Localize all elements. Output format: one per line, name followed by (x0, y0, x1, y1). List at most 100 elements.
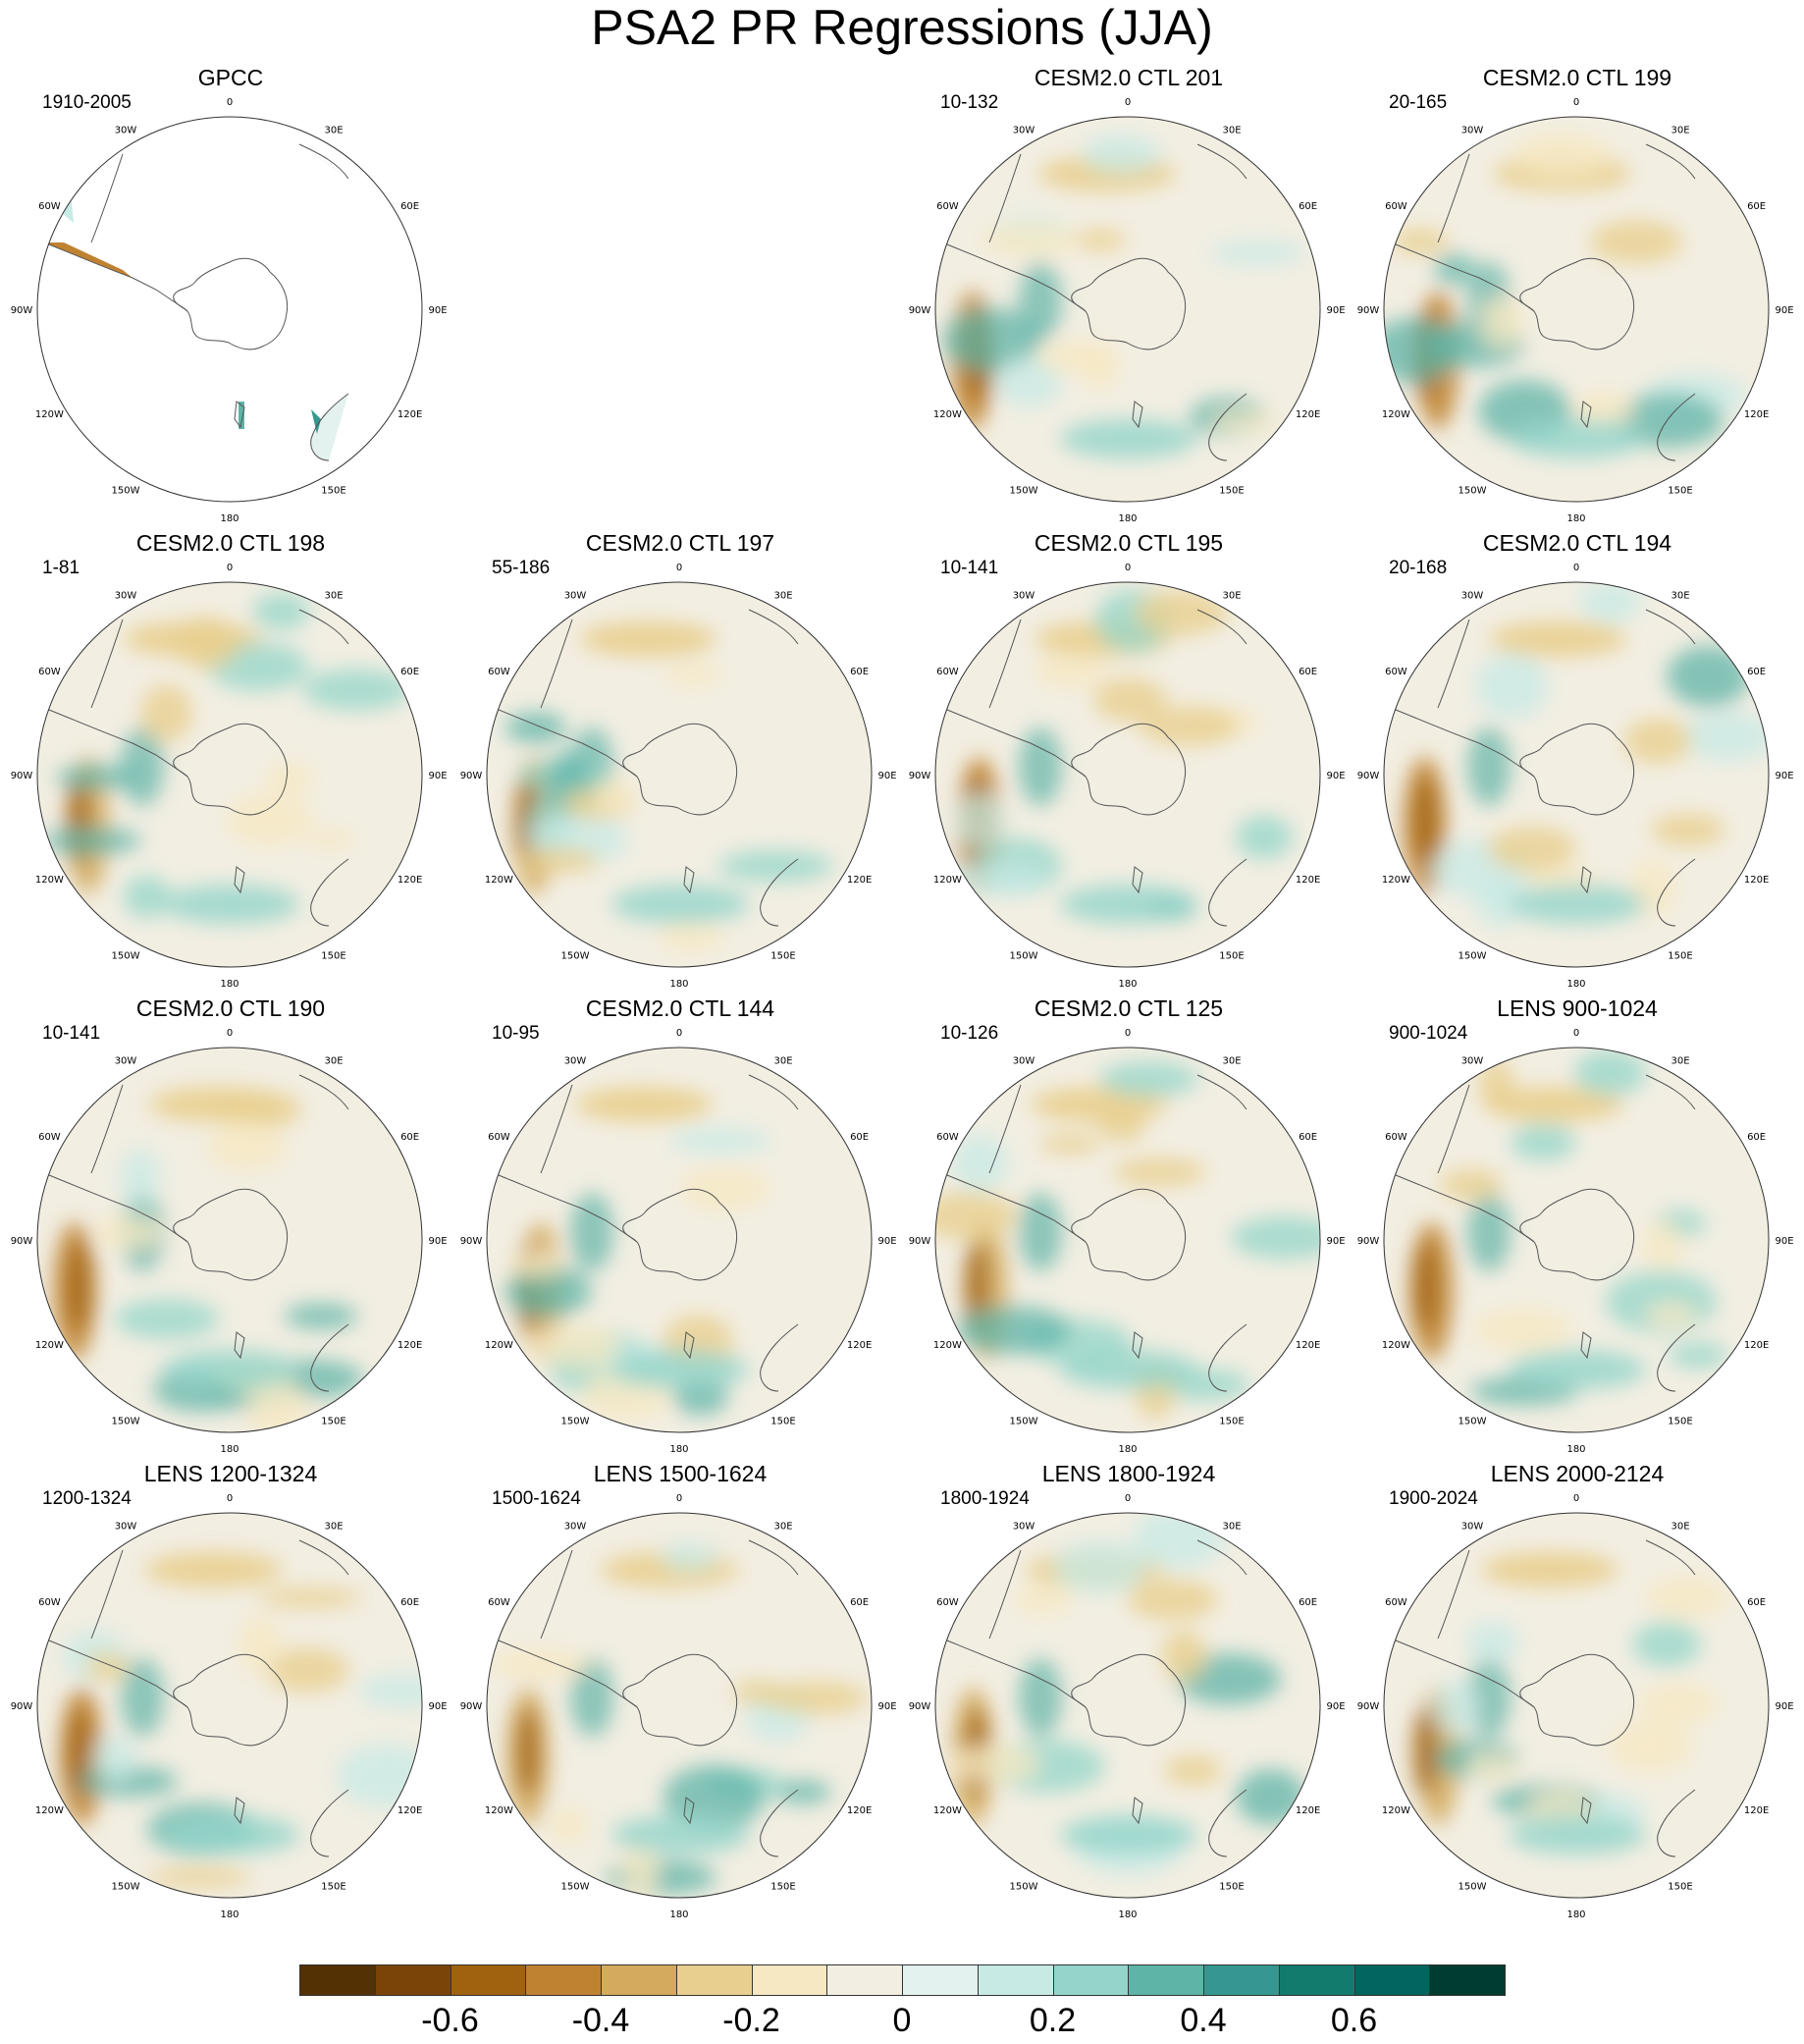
panel-period: 1910-2005 (42, 92, 132, 113)
longitude-label: 150E (1219, 486, 1244, 497)
panel-title: CESM2.0 CTL 190 (135, 995, 326, 1021)
longitude-label: 120W (35, 1340, 64, 1351)
longitude-label: 150W (1010, 486, 1038, 497)
polar-map: 0 30E 60E 90E 120E 150E 180 150W 120W 90W 60W 30W (1357, 97, 1794, 524)
colorbar-box (1429, 1964, 1506, 1996)
longitude-label: 150W (561, 1417, 590, 1427)
longitude-label: 60E (1747, 667, 1766, 677)
longitude-label: 150W (1010, 1417, 1038, 1427)
longitude-label: 30E (1671, 1055, 1689, 1066)
longitude-label: 30W (115, 1521, 137, 1532)
longitude-label: 150W (1459, 951, 1487, 962)
longitude-label: 30E (1671, 590, 1689, 601)
longitude-label: 120W (933, 875, 962, 886)
polar-map: 0 30E 60E 90E 120E 150E 180 150W 120W 90W 60W 30W (460, 1493, 897, 1920)
longitude-label: 120W (933, 1340, 962, 1351)
longitude-label: 150E (1219, 951, 1244, 962)
longitude-label: 30E (1222, 1521, 1241, 1532)
longitude-label: 120E (1296, 875, 1320, 886)
longitude-label: 180 (669, 1444, 688, 1455)
longitude-label: 180 (1118, 513, 1137, 524)
longitude-label: 60W (38, 1132, 61, 1143)
longitude-label: 60E (850, 1132, 869, 1143)
longitude-label: 150W (112, 951, 140, 962)
longitude-label: 90E (428, 1701, 447, 1712)
polar-map: 0 30E 60E 90E 120E 150E 180 150W 120W 90W 60W 30W (909, 1493, 1346, 1920)
longitude-label: 150E (1668, 1882, 1692, 1893)
longitude-label: 90W (11, 305, 33, 316)
longitude-label: 120W (933, 409, 962, 420)
longitude-label: 60E (1299, 1597, 1317, 1608)
longitude-label: 90W (909, 1701, 931, 1712)
polar-map: 0 30E 60E 90E 120E 150E 180 150W 120W 90W 60W 30W (460, 1028, 897, 1455)
longitude-label: 60E (400, 201, 419, 212)
colorbar (299, 1964, 1506, 1998)
longitude-label: 90E (877, 1701, 896, 1712)
panel-title: CESM2.0 CTL 199 (1482, 65, 1672, 90)
longitude-label: 90W (1357, 305, 1380, 316)
longitude-label: 120E (1744, 409, 1769, 420)
longitude-label: 60E (850, 1597, 869, 1608)
longitude-label: 150W (561, 951, 590, 962)
map-panel: CESM2.0 CTL 197 55-186 0 30E 60E 90E 120E 150E 1… (454, 529, 906, 991)
longitude-label: 180 (220, 979, 239, 990)
longitude-label: 90E (1326, 1701, 1345, 1712)
map-panel: LENS 1200-1324 1200-1324 0 30E 60E 90E 120E 150… (5, 1460, 456, 1921)
longitude-label: 120E (398, 1340, 422, 1351)
colorbar-box (299, 1964, 376, 1996)
longitude-label: 150W (112, 486, 140, 497)
longitude-label: 30W (1461, 590, 1484, 601)
polar-map: 0 30E 60E 90E 120E 150E 180 150W 120W 90W 60W 30W (909, 563, 1346, 990)
longitude-label: 120W (1382, 1805, 1410, 1816)
longitude-label: 30E (1222, 590, 1241, 601)
colorbar-label: 0.6 (1330, 2002, 1378, 2039)
panel-title: LENS 1200-1324 (143, 1461, 318, 1486)
longitude-label: 30W (564, 1055, 587, 1066)
polar-map: 0 30E 60E 90E 120E 150E 180 150W 120W 90W 60W 30W (909, 1028, 1346, 1455)
panel-title: CESM2.0 CTL 201 (1034, 65, 1224, 90)
panel-period: 900-1024 (1389, 1023, 1468, 1044)
longitude-label: 90E (1775, 771, 1793, 781)
longitude-label: 120W (485, 1805, 513, 1816)
colorbar-box (977, 1964, 1054, 1996)
longitude-label: 60W (1385, 667, 1407, 677)
page-title: PSA2 PR Regressions (JJA) (591, 0, 1213, 55)
longitude-label: 120W (35, 875, 64, 886)
map-panel: CESM2.0 CTL 144 10-95 0 30E 60E 90E 120E 150E 18… (454, 995, 906, 1456)
longitude-label: 60W (1385, 1597, 1407, 1608)
longitude-label: 180 (1566, 1444, 1585, 1455)
longitude-label: 0 (1573, 1493, 1579, 1504)
longitude-label: 60E (1299, 667, 1317, 677)
longitude-label: 60W (1385, 1132, 1407, 1143)
panel-period: 1-81 (42, 558, 80, 578)
panel-period: 1200-1324 (42, 1488, 132, 1509)
longitude-label: 0 (227, 1493, 233, 1504)
longitude-label: 0 (676, 1493, 682, 1504)
map-panel: CESM2.0 CTL 199 20-165 0 30E 60E 90E 120E 150E 1… (1352, 64, 1803, 525)
longitude-label: 60E (400, 1597, 419, 1608)
map-panel: LENS 2000-2124 1900-2024 0 30E 60E 90E 120E 150… (1352, 1460, 1803, 1921)
longitude-label: 90E (1326, 1236, 1345, 1247)
longitude-label: 180 (1566, 979, 1585, 990)
longitude-label: 30E (773, 1521, 792, 1532)
longitude-label: 30W (1013, 590, 1035, 601)
longitude-label: 180 (1566, 1910, 1585, 1920)
longitude-label: 90E (877, 771, 896, 781)
longitude-label: 60W (936, 201, 959, 212)
map-panel: CESM2.0 CTL 198 1-81 0 30E 60E 90E 120E 150E 180… (5, 529, 456, 991)
longitude-label: 60W (936, 667, 959, 677)
longitude-label: 30W (115, 590, 137, 601)
longitude-label: 0 (227, 1028, 233, 1039)
longitude-label: 90E (1775, 305, 1793, 316)
longitude-label: 0 (1573, 1028, 1579, 1039)
map-panel: CESM2.0 CTL 195 10-141 0 30E 60E 90E 120E 150E 1… (903, 529, 1354, 991)
longitude-label: 0 (1125, 97, 1131, 108)
longitude-label: 90E (1326, 771, 1345, 781)
longitude-label: 150E (321, 951, 345, 962)
colorbar-box (601, 1964, 677, 1996)
panel-title: LENS 2000-2124 (1490, 1461, 1665, 1486)
longitude-label: 90E (428, 305, 447, 316)
longitude-label: 30E (324, 1521, 343, 1532)
polar-map: 0 30E 60E 90E 120E 150E 180 150W 120W 90W 60W 30W (1357, 1493, 1794, 1920)
colorbar-label: -0.4 (571, 2002, 630, 2039)
